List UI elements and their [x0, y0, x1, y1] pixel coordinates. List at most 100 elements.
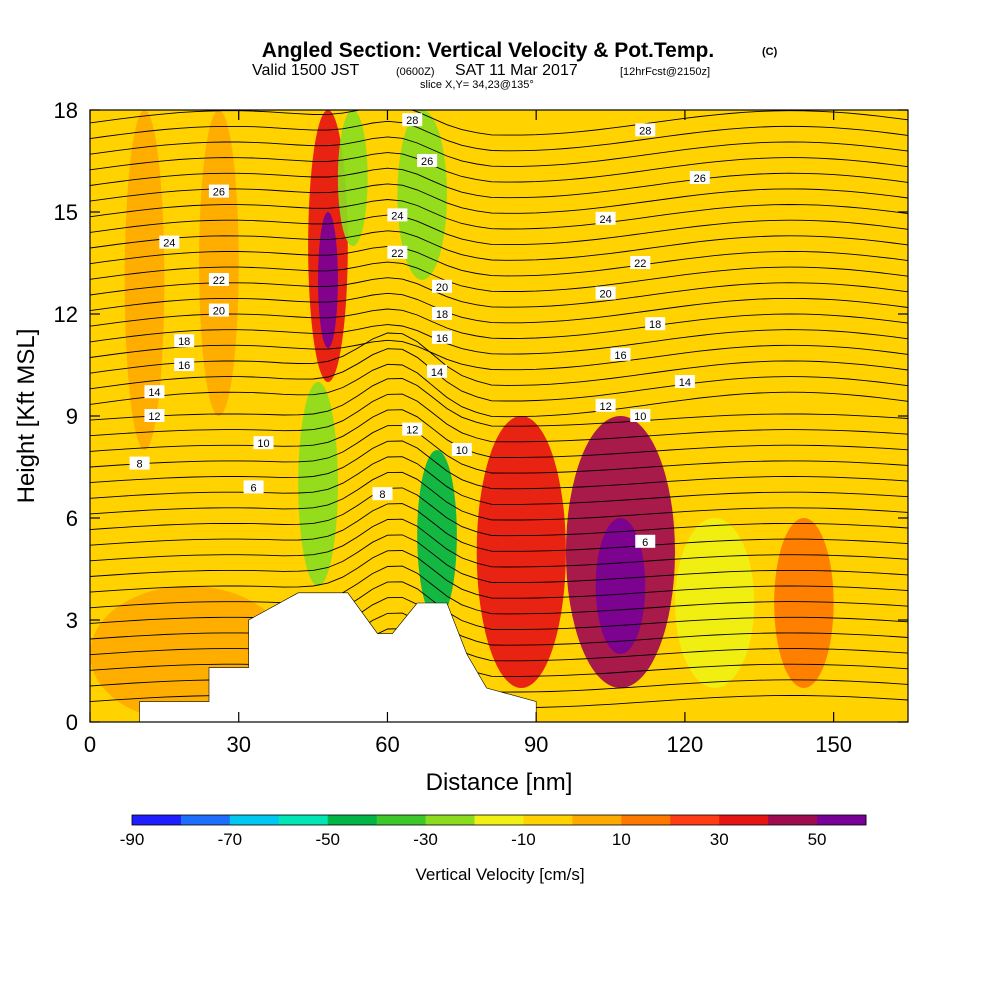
contour-label-text: 16	[436, 333, 448, 345]
theta-isoline	[90, 596, 908, 646]
colorbar-frame	[131, 814, 867, 826]
velocity-cell	[199, 110, 239, 416]
contour-label: 12	[402, 422, 423, 437]
contour-label: 10	[253, 436, 274, 450]
colorbar-swatch	[719, 815, 769, 825]
theta-isoline	[90, 120, 908, 152]
contour-label: 22	[208, 273, 229, 287]
theta-isoline	[90, 581, 908, 630]
contour-label-text: 18	[178, 336, 190, 348]
contour-label-text: 8	[379, 489, 385, 501]
theta-isoline	[90, 612, 908, 662]
contour-label: 26	[417, 154, 438, 168]
contour-label: 14	[674, 375, 695, 389]
contour-label-text: 24	[163, 238, 175, 250]
contour-label: 26	[689, 171, 710, 185]
contour-label: 26	[208, 184, 229, 199]
theta-isoline	[90, 471, 908, 521]
theta-isoline	[90, 440, 908, 490]
contour-label: 24	[387, 208, 408, 222]
theta-isoline	[90, 230, 908, 261]
colorbar-tick-label: -10	[511, 830, 536, 849]
theta-isoline	[90, 378, 908, 427]
velocity-cell	[318, 212, 338, 348]
contour-label: 16	[610, 347, 631, 362]
velocity-cell	[674, 518, 755, 688]
y-tick-label: 12	[54, 302, 78, 327]
contour-label: 18	[174, 334, 195, 348]
theta-isoline	[90, 324, 908, 355]
theta-isoline	[90, 565, 908, 615]
theta-isoline	[90, 199, 908, 230]
contour-label-text: 10	[456, 445, 468, 457]
colorbar-swatch	[523, 815, 573, 825]
contour-label-text: 12	[148, 411, 160, 423]
colorbar-tick-label: 50	[808, 830, 827, 849]
theta-isoline	[90, 424, 908, 474]
contour-label: 14	[144, 385, 165, 399]
theta-isoline	[90, 261, 908, 292]
x-tick-label: 150	[815, 732, 852, 757]
contour-label-text: 26	[694, 173, 706, 185]
x-tick-label: 60	[375, 732, 399, 757]
contour-label: 20	[595, 286, 616, 301]
slice-info: slice X,Y= 34,23@135°	[420, 79, 534, 91]
theta-isoline	[90, 393, 908, 443]
contour-label-text: 28	[639, 125, 651, 137]
colorbar-swatch	[474, 815, 524, 825]
colorbar-swatch	[572, 815, 622, 825]
contour-label-text: 10	[634, 411, 646, 423]
contour-label: 10	[630, 409, 651, 423]
contour-label: 24	[159, 235, 180, 250]
y-axis-label: Height [Kft MSL]	[13, 329, 40, 504]
contour-label: 6	[243, 480, 264, 494]
theta-isoline	[90, 487, 908, 537]
colorbar-tick-label: -50	[315, 830, 340, 849]
colorbar-swatch	[376, 815, 427, 825]
contour-label: 6	[635, 534, 656, 549]
chart-title-unit: (C)	[762, 46, 778, 58]
contour-label: 10	[451, 443, 472, 457]
contour-label-text: 14	[431, 367, 443, 379]
colorbar-swatch	[768, 815, 818, 825]
velocity-cell	[774, 518, 834, 688]
contour-label-text: 12	[406, 425, 418, 437]
theta-isoline	[90, 292, 908, 324]
theta-isoline	[90, 152, 908, 183]
y-tick-label: 6	[66, 506, 78, 531]
valid-zulu: (0600Z)	[396, 66, 435, 78]
contour-label-text: 24	[391, 210, 403, 222]
colorbar-tick-label: 10	[612, 830, 631, 849]
contour-label: 22	[387, 245, 408, 260]
contour-label: 22	[630, 256, 651, 270]
y-tick-label: 15	[54, 200, 78, 225]
colorbar-label: Vertical Velocity [cm/s]	[415, 865, 584, 884]
contour-label: 20	[208, 303, 229, 318]
colorbar-swatch	[229, 815, 280, 825]
colorbar-swatch	[817, 815, 867, 825]
contour-label-text: 22	[391, 248, 403, 260]
colorbar-swatch	[425, 815, 476, 825]
contour-label-text: 24	[599, 214, 611, 226]
contour-label-text: 12	[599, 401, 611, 413]
theta-isoline	[90, 332, 908, 386]
velocity-cell	[476, 416, 566, 688]
colorbar-tick-label: -90	[120, 830, 145, 849]
contour-label: 18	[645, 317, 666, 331]
contour-label: 24	[595, 211, 616, 226]
contour-label-text: 16	[178, 360, 190, 372]
theta-isoline	[90, 348, 908, 402]
contour-label-text: 6	[642, 537, 648, 549]
velocity-cell	[337, 110, 368, 246]
contour-label-text: 26	[213, 187, 225, 199]
velocity-cell	[397, 110, 447, 280]
contour-label-text: 20	[213, 306, 225, 318]
theta-isoline	[90, 167, 908, 199]
y-tick-label: 18	[54, 98, 78, 123]
theta-isoline	[90, 214, 908, 246]
y-tick-label: 3	[66, 608, 78, 633]
theta-isoline	[90, 456, 908, 505]
theta-isoline	[90, 363, 908, 418]
terrain	[139, 592, 537, 722]
